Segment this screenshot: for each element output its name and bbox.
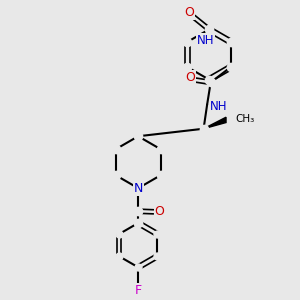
Text: F: F [135,284,142,297]
Text: N: N [134,182,143,195]
Polygon shape [204,117,226,129]
Text: NH: NH [210,100,227,112]
Text: O: O [154,205,164,218]
Text: NH: NH [197,34,214,47]
Text: O: O [185,71,195,84]
Text: O: O [184,6,194,19]
Text: CH₃: CH₃ [236,114,255,124]
